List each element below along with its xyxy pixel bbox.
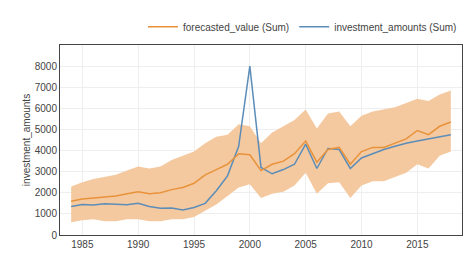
svg-text:2010: 2010 [350,239,373,250]
svg-text:1985: 1985 [71,239,94,250]
svg-text:6000: 6000 [35,103,58,114]
svg-text:2015: 2015 [406,239,429,250]
svg-text:7000: 7000 [35,82,58,93]
svg-text:2000: 2000 [239,239,262,250]
svg-text:2000: 2000 [35,187,58,198]
svg-text:0: 0 [51,230,57,241]
svg-text:1990: 1990 [127,239,150,250]
svg-text:4000: 4000 [35,145,58,156]
svg-text:investment_amounts: investment_amounts [21,94,32,186]
svg-text:1000: 1000 [35,208,58,219]
svg-text:1995: 1995 [183,239,206,250]
svg-text:5000: 5000 [35,124,58,135]
svg-text:investment_amounts (Sum): investment_amounts (Sum) [334,22,456,33]
svg-text:2005: 2005 [295,239,318,250]
svg-text:forecasted_value (Sum): forecasted_value (Sum) [183,22,289,33]
svg-text:3000: 3000 [35,166,58,177]
svg-text:8000: 8000 [35,61,58,72]
